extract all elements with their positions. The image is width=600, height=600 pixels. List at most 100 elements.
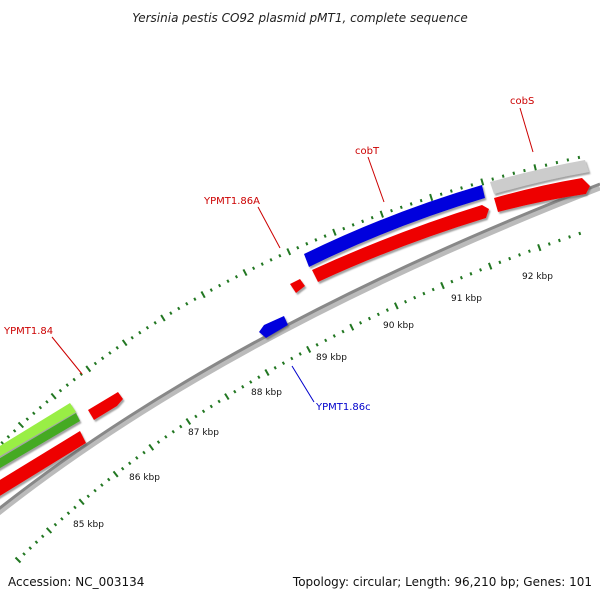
tick-mark [66, 511, 71, 515]
cds-right-red [494, 178, 590, 212]
tick-mark [323, 234, 327, 238]
tick-mark [459, 275, 463, 280]
tick-mark [45, 400, 49, 404]
tick-mark [14, 556, 22, 564]
tick-mark [12, 429, 17, 433]
tick-mark [290, 356, 294, 361]
leader-cobt [367, 156, 385, 203]
scale-label-92: 92 kbp [522, 272, 553, 282]
tick-mark [450, 279, 454, 284]
tick-mark [429, 193, 434, 202]
tick-mark [409, 202, 413, 206]
tick-mark [40, 534, 45, 539]
tick-mark [28, 546, 33, 550]
tick-mark [201, 409, 206, 414]
tick-mark [332, 334, 336, 338]
tick-mark [45, 527, 53, 534]
tick-mark [568, 235, 571, 239]
tick-mark [100, 483, 104, 487]
tick-mark [286, 248, 292, 256]
cds-cobt-red [312, 205, 489, 282]
gc-band-dark [0, 413, 80, 469]
tick-mark [234, 275, 238, 279]
tick-mark [164, 435, 168, 439]
tick-mark [577, 155, 581, 160]
tick-mark [361, 219, 365, 224]
scale-label-87: 87 kbp [188, 428, 219, 438]
tick-mark [342, 226, 346, 231]
tick-mark [351, 223, 355, 227]
tick-mark [78, 498, 85, 506]
tick-mark [399, 205, 403, 210]
tick-mark [370, 215, 374, 220]
tick-mark [224, 393, 230, 401]
tick-mark [138, 330, 142, 335]
tick-mark [194, 414, 198, 419]
cds-ypmt1-86a [290, 279, 305, 293]
tick-mark [518, 253, 521, 257]
scale-label-86: 86 kbp [129, 473, 160, 483]
tick-mark [60, 517, 64, 521]
tick-mark [34, 540, 39, 544]
cds-cobs-gray [490, 160, 589, 194]
tick-mark [393, 302, 399, 310]
tick-mark [469, 272, 473, 276]
tick-mark [130, 335, 134, 340]
tick-mark [470, 183, 474, 187]
tick-mark [218, 283, 222, 288]
tick-mark [107, 477, 111, 482]
tick-mark [25, 417, 30, 421]
tick-mark [72, 377, 76, 382]
tick-mark [93, 361, 98, 366]
tick-mark [112, 470, 119, 478]
tick-mark [58, 388, 63, 393]
tick-mark [249, 380, 253, 384]
tick-mark [278, 253, 282, 258]
tick-mark [527, 249, 531, 253]
tick-mark [460, 186, 463, 190]
tick-mark [487, 262, 493, 270]
gene-label-cobs: cobS [510, 96, 534, 107]
tick-mark [209, 288, 213, 292]
gene-label-ypmt1-86a: YPMT1.86A [203, 196, 260, 207]
tick-mark [22, 552, 26, 556]
tick-mark [379, 210, 384, 218]
tick-mark [508, 256, 512, 261]
gene-label-ypmt1-84: YPMT1.84 [3, 326, 53, 337]
tick-mark [135, 456, 139, 460]
tick-mark [108, 351, 112, 355]
tick-mark [533, 164, 538, 172]
tick-mark [17, 421, 25, 429]
tick-mark [537, 243, 542, 252]
scale-label-90: 90 kbp [383, 321, 414, 331]
tick-mark [555, 160, 559, 165]
inner-tick-ring [14, 231, 582, 564]
tick-mark [73, 505, 77, 510]
tick-mark [148, 443, 155, 451]
tick-mark [358, 321, 363, 325]
tick-mark [544, 163, 548, 167]
tick-mark [264, 369, 270, 376]
leader-ypmt1-86c [291, 365, 315, 403]
tick-mark [115, 346, 119, 350]
tick-mark [85, 365, 92, 373]
tick-mark [332, 228, 337, 236]
tick-mark [79, 372, 83, 376]
tick-mark [439, 192, 443, 196]
tick-mark [200, 291, 206, 299]
feature-track [0, 160, 590, 496]
tick-mark [557, 238, 561, 243]
tick-mark [281, 361, 286, 365]
tick-mark [177, 306, 181, 311]
tick-mark [296, 245, 300, 250]
tick-mark [185, 301, 189, 306]
tick-mark [6, 435, 11, 439]
tick-mark [390, 208, 393, 213]
scale-label-91: 91 kbp [451, 294, 482, 304]
outer-tick-ring [0, 155, 581, 445]
tick-mark [385, 308, 389, 312]
tick-mark [413, 295, 417, 300]
gc-band-light [0, 403, 76, 457]
backbone-shadow [0, 185, 600, 516]
